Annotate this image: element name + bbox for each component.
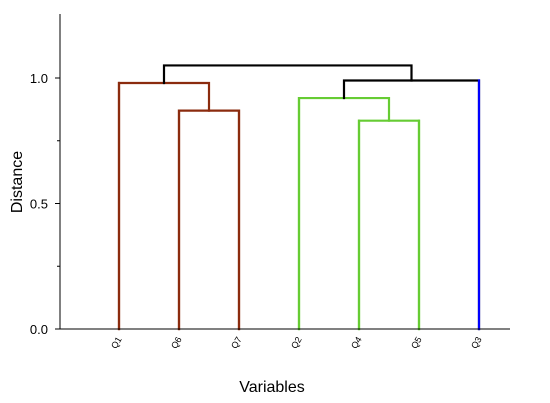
- y-ticks: 0.0 0.5 1.0: [30, 71, 60, 337]
- x-tick-label: Q1: [109, 335, 124, 350]
- y-axis-title: Distance: [9, 151, 26, 213]
- y-tick-label: 1.0: [30, 71, 48, 86]
- dendrogram-merge-link: [297, 96, 391, 331]
- y-tick-label: 0.5: [30, 197, 48, 212]
- dendrogram-merge-link: [162, 64, 413, 85]
- dendrogram-merge-link: [177, 109, 241, 331]
- y-tick-label: 0.0: [30, 322, 48, 337]
- dendrogram-merge-link: [357, 119, 421, 331]
- x-tick-label: Q7: [229, 335, 244, 350]
- x-tick-label: Q5: [409, 335, 424, 350]
- x-tick-label: Q3: [469, 335, 484, 350]
- dendrogram-links: [117, 64, 481, 331]
- x-tick-label: Q4: [349, 335, 364, 350]
- x-axis-title: Variables: [239, 379, 305, 396]
- x-ticks: Q1 Q6 Q7 Q2 Q4 Q5 Q3: [109, 335, 484, 350]
- dendrogram-merge-link: [342, 79, 481, 331]
- x-tick-label: Q6: [169, 335, 184, 350]
- x-tick-label: Q2: [289, 335, 304, 350]
- chart-axes: [59, 14, 510, 330]
- dendrogram-merge-link: [117, 81, 211, 331]
